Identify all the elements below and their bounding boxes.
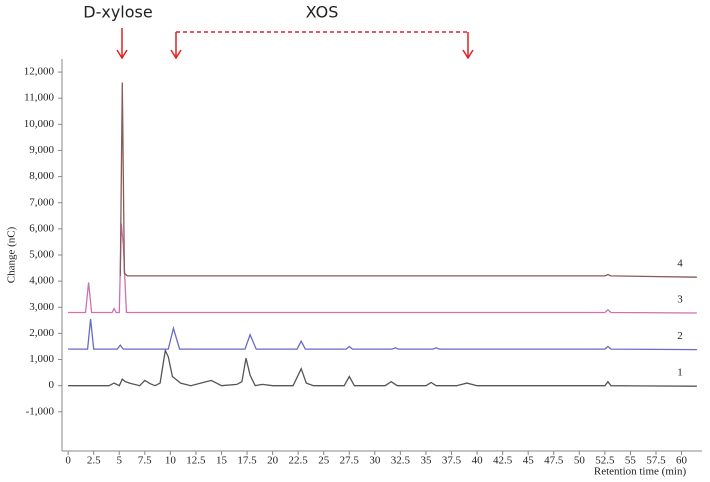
annotation-arrows — [116, 28, 474, 60]
series-label: 1 — [677, 367, 683, 379]
annotation: XOS — [306, 3, 339, 22]
y-tick-label: 4,000 — [29, 275, 54, 287]
series-label: 4 — [677, 258, 683, 270]
y-tick-label: 7,000 — [29, 196, 54, 208]
y-tick-label: 0 — [49, 379, 55, 391]
x-tick-label: 27.5 — [340, 455, 360, 467]
series-line — [68, 348, 697, 387]
x-tick-label: 52.5 — [595, 455, 615, 467]
x-tick-label: 2.5 — [87, 455, 101, 467]
x-tick-label: 35 — [420, 455, 432, 467]
x-axis-label: Retention time (min) — [594, 466, 687, 478]
x-tick-label: 57.5 — [646, 455, 666, 467]
x-tick-label: 0 — [65, 455, 71, 467]
y-tick-label: 5,000 — [29, 249, 54, 261]
y-tick-label: 10,000 — [24, 118, 55, 130]
x-tick-label: 15 — [216, 455, 228, 467]
x-tick-label: 45 — [523, 455, 535, 467]
x-tick-label: 10 — [165, 455, 177, 467]
x-tick-label: 47.5 — [544, 455, 564, 467]
x-tick-label: 20 — [267, 455, 279, 467]
x-tick-label: 12.5 — [186, 455, 206, 467]
annotation: D-xylose — [83, 3, 152, 22]
x-tick-label: 60 — [676, 455, 688, 467]
y-tick-label: -1,000 — [26, 405, 55, 417]
x-tick-label: 30 — [369, 455, 381, 467]
x-tick-label: 37.5 — [442, 455, 462, 467]
series-label: 2 — [677, 330, 683, 342]
y-tick-label: 1,000 — [29, 353, 54, 365]
x-tick-label: 5 — [117, 455, 123, 467]
x-tick-label: 7.5 — [138, 455, 152, 467]
x-tick-label: 42.5 — [493, 455, 513, 467]
series-label: 3 — [677, 294, 683, 306]
y-tick-label: 2,000 — [29, 327, 54, 339]
y-tick-label: 3,000 — [29, 301, 54, 313]
x-tick-label: 40 — [472, 455, 484, 467]
y-tick-label: 6,000 — [29, 222, 54, 234]
y-tick-label: 11,000 — [24, 92, 54, 104]
x-tick-label: 32.5 — [391, 455, 411, 467]
x-tick-label: 55 — [625, 455, 637, 467]
y-tick-label: 8,000 — [29, 170, 54, 182]
series-line — [68, 318, 697, 351]
y-axis-label: Change (nC) — [6, 226, 18, 283]
x-tick-label: 17.5 — [237, 455, 257, 467]
x-tick-label: 25 — [318, 455, 330, 467]
y-tick-label: 9,000 — [29, 144, 54, 156]
series-line — [119, 82, 697, 278]
series-line — [68, 223, 697, 314]
x-tick-label: 50 — [574, 455, 586, 467]
x-tick-label: 22.5 — [289, 455, 309, 467]
y-tick-label: 12,000 — [24, 66, 55, 78]
